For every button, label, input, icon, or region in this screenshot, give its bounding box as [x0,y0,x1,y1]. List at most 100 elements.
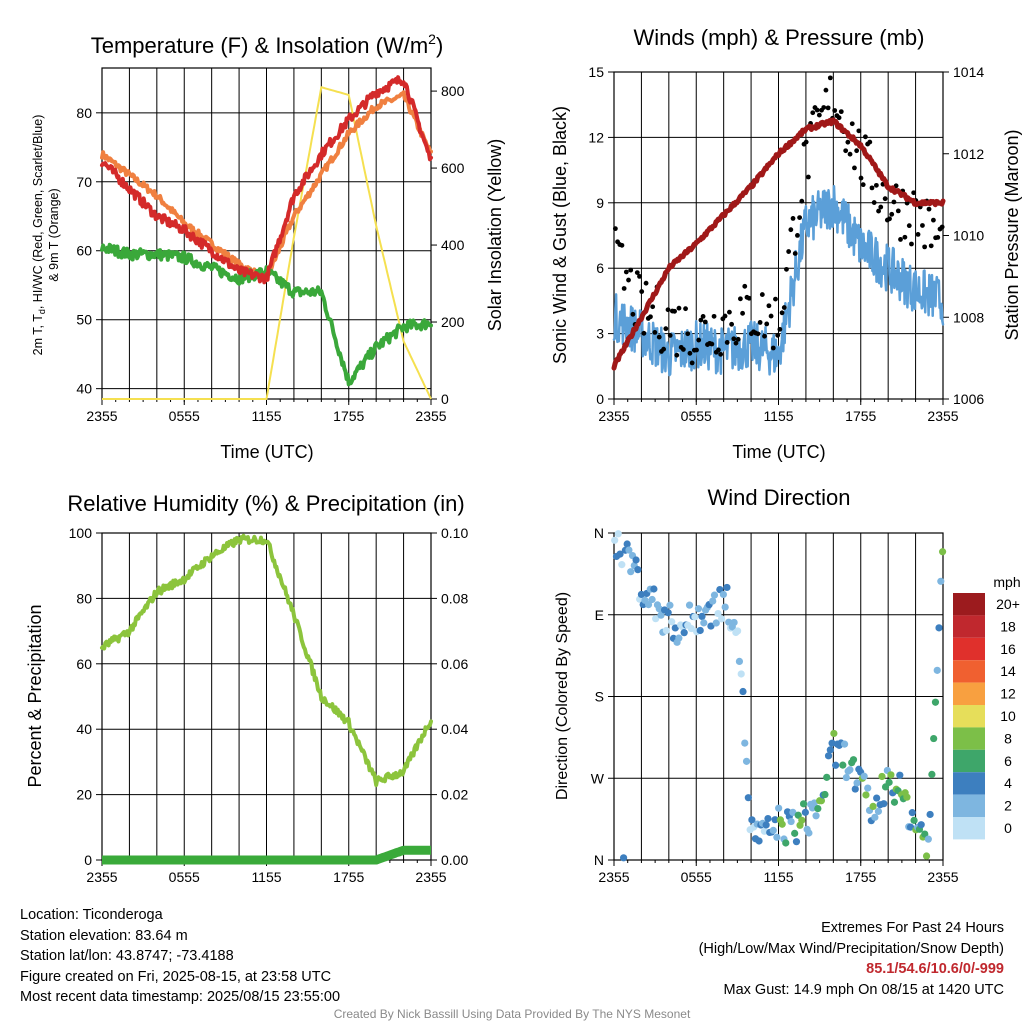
gust-point [832,108,838,113]
direction-point [748,816,756,824]
colorbar-label: 18 [1000,618,1016,634]
temperature-y-tick-label: 60 [76,243,92,259]
gust-point [722,313,728,319]
temperature-ylabel-left: 2m T, Td, HI/WC (Red, Green, Scarlet/Blu… [31,115,61,356]
gust-point [906,223,912,229]
temperature-y-tick-label: 50 [76,312,92,328]
x-tick-label: 2355 [598,408,629,424]
direction-point [737,670,745,678]
direction-point [885,778,893,786]
pressure-y-tick-label: 1014 [953,64,984,80]
gust-point [805,174,811,180]
direction-point [873,794,881,802]
gust-point [637,273,642,279]
gust-point [700,314,706,319]
colorbar-label: 6 [1004,753,1012,769]
gust-point [843,148,849,154]
direction-point [931,698,940,706]
gust-point [849,121,855,127]
extremes-title: Extremes For Past 24 Hours [821,920,1004,936]
gust-point [641,330,647,336]
svg-text:2m T, Td, HI/WC (Red, Green, S: 2m T, Td, HI/WC (Red, Green, Scarlet/Blu… [31,115,47,356]
direction-tick-label: N [594,852,604,868]
direction-point [878,772,886,781]
insolation-y-tick-label: 800 [441,83,465,99]
gust-point [895,208,901,214]
gust-point [672,308,677,314]
direction-point [832,761,840,769]
direction-point [691,613,699,621]
extremes-info: Extremes For Past 24 Hours (High/Low/Max… [699,918,1004,1000]
humidity-line [100,533,433,788]
gust-point [650,304,656,310]
insolation-y-tick-label: 0 [441,391,449,407]
direction-point [921,830,929,838]
direction-point [928,770,936,778]
gust-point [854,148,860,154]
gust-point [724,340,730,345]
gust-point [920,223,925,228]
direction-tick-label: W [591,770,605,786]
precip-y-tick-label: 0.00 [441,852,468,868]
gust-point [871,200,877,205]
direction-point [685,601,694,609]
gust-point [781,305,787,310]
direction-tick-label: E [595,607,604,623]
direction-tick-label: S [595,689,604,705]
credit-text: Created By Nick Bassill Using Data Provi… [333,1007,691,1021]
direction-point [773,833,781,841]
direction-point [741,739,749,747]
gust-point [685,331,691,337]
direction-point [801,808,809,816]
direction-point [619,854,628,862]
direction-point [771,816,779,824]
direction-point [742,757,751,765]
direction-point [652,615,660,623]
station-info: Location: Ticonderoga Station elevation:… [20,905,340,1008]
precip-y-tick-label: 0.10 [441,525,468,541]
gust-point [639,289,645,294]
direction-point [849,756,858,764]
precipitation-line [98,845,435,865]
direction-point [694,605,703,613]
direction-point [762,821,770,829]
insolation-y-tick-label: 200 [441,314,465,330]
gust-point [904,200,910,206]
colorbar-unit: mph [993,574,1020,590]
gust-point [915,231,921,237]
x-tick-label: 1155 [251,869,281,885]
wind-y-tick-label: 0 [596,391,604,407]
svg-text:& 9m T (Orange): & 9m T (Orange) [47,188,61,281]
direction-point [930,734,938,743]
direction-point [719,590,727,599]
colorbar-label: 10 [1000,708,1016,724]
direction-point [812,812,820,820]
wind-y-tick-label: 15 [588,64,604,80]
x-tick-label: 2355 [86,869,117,885]
direction-point [775,804,783,812]
colorbar-swatch [953,772,985,795]
winds-ylabel-left: Sonic Wind & Gust (Blue, Black) [550,106,570,364]
direction-point [789,808,797,817]
direction-point [874,807,883,815]
gust-point [683,306,688,312]
direction-point [687,624,695,633]
direction-point [933,666,941,674]
direction-point [710,591,719,599]
direction-point [618,561,626,569]
direction-point [627,568,635,576]
gust-point [902,234,908,240]
direction-point [792,838,801,846]
temperature-title: Temperature (F) & Insolation (W/m2) [91,31,444,58]
gust-point [768,313,774,319]
gust-point [663,326,669,332]
latlon-text: Station lat/lon: 43.8747; -73.4188 [20,948,234,964]
gust-point [698,317,704,323]
gust-point [887,216,892,222]
gust-point [665,307,671,313]
direction-point [924,835,932,843]
direction-point [778,820,786,828]
humidity-y-tick-label: 0 [84,852,92,868]
gust-point [759,292,765,297]
